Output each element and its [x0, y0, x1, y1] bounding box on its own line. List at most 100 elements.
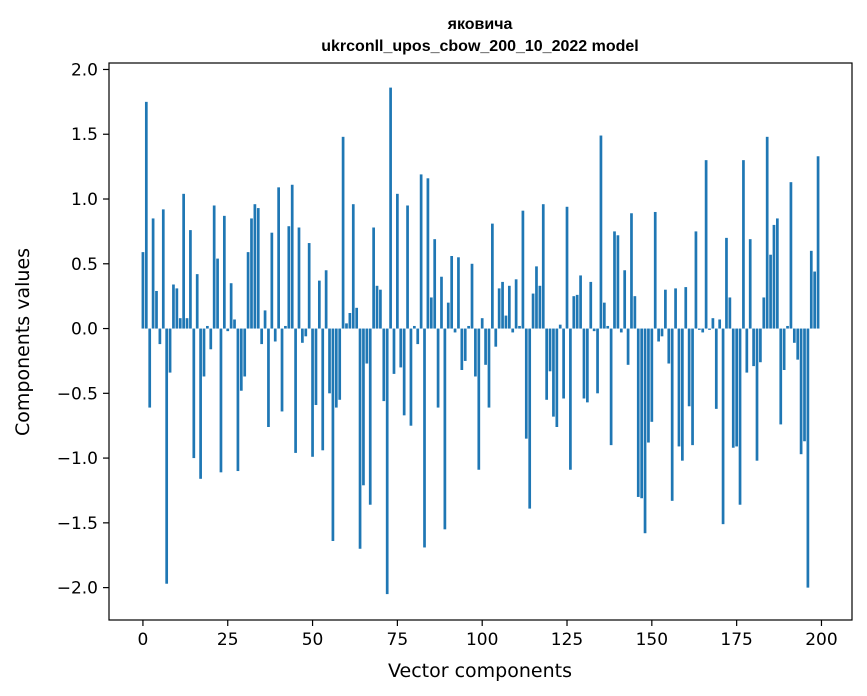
- bar-71: [382, 328, 386, 402]
- bar-54: [324, 270, 328, 329]
- bar-158: [677, 328, 681, 447]
- bar-21: [212, 205, 216, 329]
- bar-149: [647, 328, 650, 443]
- bar-146: [636, 328, 640, 497]
- bar-17: [199, 328, 202, 479]
- bar-35: [260, 328, 264, 345]
- bar-194: [799, 328, 803, 455]
- bar-83: [423, 328, 426, 548]
- bar-125: [565, 206, 569, 329]
- bar-4: [155, 290, 158, 329]
- bar-63: [355, 307, 359, 329]
- x-tick-label: 150: [636, 630, 668, 650]
- bar-145: [633, 296, 637, 329]
- bar-140: [616, 235, 620, 329]
- bar-45: [294, 328, 297, 453]
- bar-59: [341, 136, 345, 329]
- bar-192: [792, 328, 796, 343]
- bar-79: [409, 328, 413, 426]
- bar-187: [776, 218, 779, 329]
- bar-198: [813, 271, 817, 329]
- y-axis-label: Components values: [12, 248, 34, 436]
- bar-137: [606, 325, 610, 329]
- bar-117: [538, 285, 542, 329]
- bar-50: [311, 328, 314, 457]
- bar-106: [501, 281, 504, 329]
- y-tick-label: −2.0: [57, 579, 98, 599]
- bar-25: [226, 328, 230, 332]
- bar-176: [738, 328, 742, 505]
- bar-120: [548, 328, 552, 372]
- plot-frame: [108, 62, 853, 621]
- bar-155: [667, 328, 671, 364]
- bar-99: [477, 328, 481, 470]
- bar-88: [440, 276, 443, 329]
- bar-153: [660, 328, 664, 337]
- bar-6: [161, 209, 165, 329]
- bar-182: [759, 328, 762, 363]
- bar-30: [243, 328, 247, 377]
- bar-80: [412, 325, 416, 329]
- bar-78: [406, 205, 409, 329]
- bar-28: [236, 328, 240, 472]
- bar-197: [809, 250, 813, 329]
- x-axis: 0 25 50 75 100 125 150 175 200: [138, 620, 838, 650]
- bar-183: [762, 297, 766, 329]
- bar-57: [334, 328, 338, 408]
- bar-22: [216, 258, 219, 329]
- bar-166: [704, 160, 708, 329]
- bar-130: [582, 328, 586, 399]
- bar-43: [287, 226, 291, 329]
- x-tick-label: 25: [217, 630, 239, 650]
- bar-40: [277, 187, 280, 329]
- bar-7: [165, 328, 169, 584]
- bar-62: [351, 204, 355, 329]
- bar-20: [209, 328, 213, 350]
- bar-18: [202, 328, 206, 377]
- bar-162: [691, 328, 694, 446]
- y-axis: −2.0 −1.5 −1.0 −0.5 0.0 0.5 1.0 1.5 2.0: [57, 60, 109, 599]
- bar-186: [772, 224, 776, 329]
- bar-101: [484, 328, 487, 365]
- bar-107: [504, 315, 508, 329]
- bar-19: [206, 325, 209, 329]
- bar-110: [514, 279, 518, 329]
- bar-147: [640, 328, 644, 499]
- bar-134: [596, 328, 599, 394]
- y-tick-label: −1.5: [57, 514, 98, 534]
- bar-46: [297, 227, 301, 329]
- bar-44: [290, 184, 294, 329]
- bar-1: [144, 101, 148, 329]
- bar-168: [711, 318, 715, 329]
- bar-95: [463, 328, 467, 361]
- bar-13: [185, 318, 189, 329]
- y-tick-label: 2.0: [71, 60, 98, 80]
- bar-49: [307, 243, 311, 329]
- bar-108: [507, 285, 511, 329]
- x-tick-label: 175: [720, 630, 752, 650]
- bar-11: [178, 318, 182, 329]
- y-tick-label: −0.5: [57, 384, 98, 404]
- bar-53: [321, 328, 325, 451]
- bar-164: [697, 328, 701, 330]
- bar-68: [372, 227, 375, 329]
- bar-119: [545, 328, 549, 400]
- chart-title: яковича ukrconll_upos_cbow_200_10_2022 m…: [321, 16, 638, 55]
- bar-141: [619, 328, 623, 333]
- bar-81: [416, 328, 420, 345]
- bar-154: [664, 289, 667, 329]
- bar-51: [314, 328, 318, 405]
- bar-14: [189, 230, 192, 329]
- bar-84: [426, 178, 430, 329]
- bar-12: [182, 193, 185, 329]
- bar-100: [480, 318, 484, 329]
- bar-132: [589, 281, 593, 329]
- bar-31: [246, 252, 250, 329]
- bar-172: [725, 237, 728, 329]
- bar-39: [273, 328, 277, 342]
- x-tick-label: 50: [302, 630, 324, 650]
- x-tick-label: 0: [138, 630, 149, 650]
- bar-56: [331, 328, 335, 541]
- bar-129: [579, 275, 582, 329]
